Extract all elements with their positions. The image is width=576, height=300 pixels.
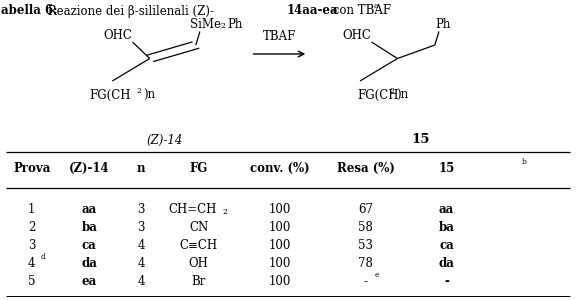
Text: 78: 78 (358, 257, 373, 270)
Text: )n: )n (143, 88, 155, 101)
Text: d: d (40, 253, 45, 261)
Text: SiMe: SiMe (190, 19, 221, 32)
Text: aa: aa (439, 203, 454, 216)
Text: 53: 53 (358, 239, 373, 252)
Text: Ph: Ph (227, 19, 242, 32)
Text: ca: ca (439, 239, 454, 252)
Text: a: a (373, 2, 378, 10)
Text: 4: 4 (137, 275, 145, 288)
Text: 100: 100 (268, 203, 290, 216)
Text: 15: 15 (438, 162, 454, 176)
Text: (Z)-14: (Z)-14 (69, 162, 109, 176)
Text: ba: ba (81, 221, 97, 234)
Text: 2: 2 (390, 87, 395, 95)
Text: FG(CH: FG(CH (357, 88, 399, 101)
Text: n: n (137, 162, 145, 176)
Text: 67: 67 (358, 203, 373, 216)
Text: 4: 4 (28, 257, 36, 270)
Text: TBAF: TBAF (263, 31, 296, 44)
Text: 4: 4 (137, 257, 145, 270)
Text: 100: 100 (268, 239, 290, 252)
Text: con TBAF: con TBAF (329, 4, 391, 17)
Text: 2: 2 (137, 87, 141, 95)
Text: OHC: OHC (343, 29, 372, 42)
Text: CN: CN (189, 221, 209, 234)
Text: Reazione dei β-sililenali (Z)-: Reazione dei β-sililenali (Z)- (44, 4, 214, 17)
Text: Prova: Prova (13, 162, 50, 176)
Text: 2: 2 (223, 208, 228, 216)
Text: Ph: Ph (435, 19, 450, 32)
Text: FG: FG (190, 162, 208, 176)
Text: ca: ca (82, 239, 97, 252)
Text: da: da (81, 257, 97, 270)
Text: 100: 100 (268, 257, 290, 270)
Text: 14aa-ea: 14aa-ea (286, 4, 338, 17)
Text: (Z)-14: (Z)-14 (146, 134, 183, 146)
Text: 2: 2 (28, 221, 35, 234)
Text: 3: 3 (137, 203, 145, 216)
Text: Resa (%): Resa (%) (337, 162, 395, 176)
Text: 5: 5 (28, 275, 36, 288)
Text: 3: 3 (28, 239, 36, 252)
Text: 3: 3 (137, 221, 145, 234)
Text: b: b (522, 158, 526, 166)
Text: C≡CH: C≡CH (180, 239, 218, 252)
Text: CH=CH: CH=CH (169, 203, 217, 216)
Text: aa: aa (82, 203, 97, 216)
Text: FG(CH: FG(CH (89, 88, 131, 101)
Text: -: - (444, 275, 449, 288)
Text: 15: 15 (411, 134, 430, 146)
Text: 1: 1 (28, 203, 35, 216)
Text: e: e (374, 271, 379, 279)
Text: 58: 58 (358, 221, 373, 234)
Text: ea: ea (82, 275, 97, 288)
Text: da: da (438, 257, 454, 270)
Text: Br: Br (192, 275, 206, 288)
Text: 4: 4 (137, 239, 145, 252)
Text: 100: 100 (268, 221, 290, 234)
Text: 100: 100 (268, 275, 290, 288)
Text: abella 6:: abella 6: (1, 4, 58, 17)
Text: 2: 2 (221, 22, 225, 30)
Text: OH: OH (189, 257, 209, 270)
Text: OHC: OHC (104, 29, 132, 42)
Text: )n: )n (396, 88, 408, 101)
Text: -: - (364, 275, 367, 288)
Text: ba: ba (438, 221, 454, 234)
Text: conv. (%): conv. (%) (249, 162, 309, 176)
